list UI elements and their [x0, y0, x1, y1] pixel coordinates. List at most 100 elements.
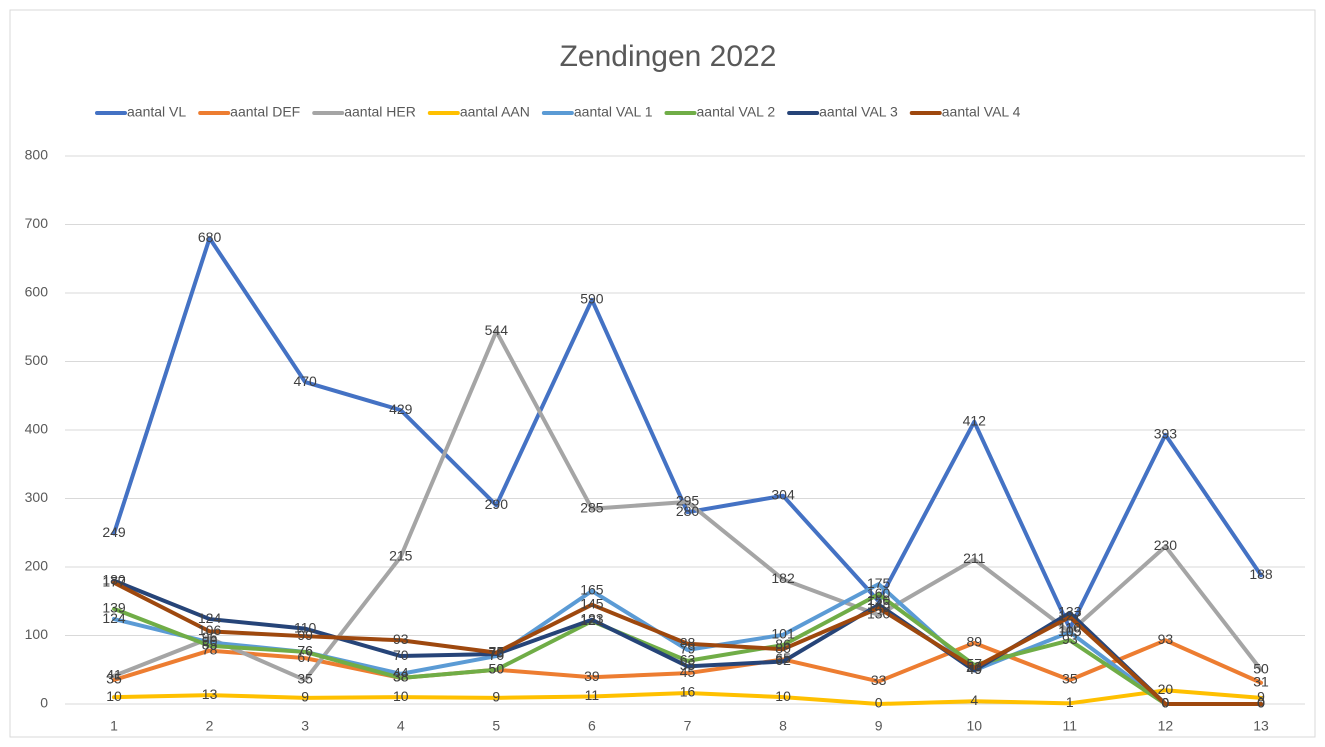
data-label: 285 [580, 499, 604, 515]
data-label: 93 [393, 631, 409, 647]
data-label: 0 [1162, 695, 1170, 711]
y-tick-label: 800 [25, 147, 49, 163]
series-line [112, 638, 1263, 685]
data-label: 31 [1253, 673, 1269, 689]
data-label: 0 [1162, 695, 1170, 711]
data-label: 249 [102, 524, 126, 540]
data-label: 101 [771, 626, 795, 642]
legend-label: aantal VAL 1 [574, 104, 653, 120]
series-line [112, 688, 1263, 706]
data-label: 79 [680, 641, 696, 657]
data-label: 130 [867, 606, 891, 622]
data-label: 39 [584, 668, 600, 684]
data-label: 35 [1062, 671, 1078, 687]
data-label: 9 [301, 689, 309, 705]
data-label: 73 [489, 645, 505, 661]
data-label: 86 [775, 636, 791, 652]
data-label: 121 [580, 612, 604, 628]
data-label: 50 [489, 660, 505, 676]
data-label: 63 [680, 652, 696, 668]
data-label: 75 [489, 643, 505, 659]
data-label: 304 [771, 486, 795, 502]
data-label: 76 [297, 643, 313, 659]
data-label: 0 [1162, 695, 1170, 711]
chart-border [9, 9, 1316, 738]
data-label: 127 [1058, 608, 1082, 624]
y-tick-label: 400 [25, 421, 49, 437]
data-label: 99 [297, 627, 313, 643]
data-label: 0 [1257, 695, 1265, 711]
series-line [112, 580, 1263, 706]
data-label: 124 [198, 610, 222, 626]
data-label: 67 [297, 649, 313, 665]
data-label: 590 [580, 291, 604, 307]
y-tick-label: 300 [25, 489, 49, 505]
data-label: 10 [106, 688, 122, 704]
data-label: 55 [680, 657, 696, 673]
data-label: 88 [680, 634, 696, 650]
data-label: 93 [1158, 631, 1174, 647]
y-tick-label: 600 [25, 284, 49, 300]
data-label: 50 [489, 660, 505, 676]
data-label: 105 [1058, 623, 1082, 639]
data-label: 38 [393, 669, 409, 685]
data-label: 110 [294, 619, 317, 635]
data-label: 680 [198, 229, 222, 245]
data-label: 145 [580, 595, 604, 611]
data-label: 41 [106, 667, 122, 683]
data-label: 0 [1257, 695, 1265, 711]
x-tick-label: 2 [206, 718, 214, 734]
data-label: 123 [580, 610, 604, 626]
data-label: 90 [202, 633, 218, 649]
data-label: 65 [775, 650, 791, 666]
y-tick-label: 200 [25, 558, 49, 574]
data-label: 160 [867, 585, 891, 601]
x-tick-label: 9 [875, 718, 883, 734]
data-label: 290 [485, 496, 509, 512]
data-label: 0 [1257, 695, 1265, 711]
data-label: 175 [867, 575, 891, 591]
x-tick-label: 7 [684, 718, 692, 734]
data-label: 85 [202, 636, 218, 652]
data-label: 38 [393, 669, 409, 685]
data-label: 150 [867, 592, 891, 608]
data-label: 0 [1162, 695, 1170, 711]
data-label: 49 [966, 661, 982, 677]
data-label: 393 [1154, 425, 1178, 441]
x-tick-label: 11 [1063, 718, 1078, 734]
data-label: 89 [966, 634, 982, 650]
data-label: 295 [676, 493, 700, 509]
data-label: 50 [1253, 660, 1269, 676]
data-label: 140 [867, 599, 891, 615]
data-label: 1 [1066, 694, 1074, 710]
data-label: 145 [867, 595, 891, 611]
data-label: 9 [492, 689, 500, 705]
series-line [112, 578, 1263, 706]
x-tick-label: 4 [397, 718, 405, 734]
data-label: 188 [1249, 566, 1273, 582]
legend-label: aantal VAL 4 [942, 104, 1021, 120]
data-label: 57 [966, 656, 982, 672]
legend-label: aantal VAL 3 [819, 104, 898, 120]
y-tick-label: 700 [25, 215, 49, 231]
data-label: 133 [1058, 604, 1082, 620]
data-label: 412 [963, 412, 987, 428]
data-label: 429 [389, 401, 413, 417]
x-tick-label: 8 [779, 718, 787, 734]
data-label: 9 [1257, 689, 1265, 705]
x-tick-label: 5 [492, 718, 500, 734]
data-label: 230 [1154, 537, 1178, 553]
data-label: 70 [489, 647, 505, 663]
data-label: 105 [1058, 623, 1082, 639]
data-label: 544 [485, 322, 509, 338]
x-tick-label: 12 [1158, 718, 1174, 734]
legend-label: aantal HER [344, 104, 416, 120]
data-label: 16 [680, 684, 696, 700]
data-label: 93 [1062, 631, 1078, 647]
data-label: 80 [775, 640, 791, 656]
data-label: 49 [966, 661, 982, 677]
data-label: 96 [202, 629, 218, 645]
data-label: 106 [198, 622, 222, 638]
x-tick-label: 1 [110, 718, 118, 734]
